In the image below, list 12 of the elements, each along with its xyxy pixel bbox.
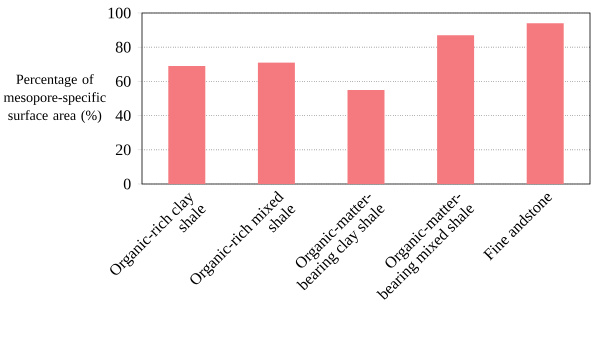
bar: [258, 62, 295, 184]
y-tick-label: 0: [124, 178, 131, 190]
y-tick-label: 60: [116, 76, 131, 87]
y-tick-label: 20: [116, 144, 131, 156]
y-tick-label: 80: [116, 42, 131, 53]
bar: [348, 90, 384, 184]
y-axis-title: Percentage of mesopore-specific surface area (%): [4, 74, 106, 123]
y-tick-label: 100: [108, 8, 131, 18]
bar: [437, 35, 474, 184]
bar: [168, 66, 206, 184]
bar: [526, 23, 564, 184]
y-tick-label: 40: [116, 110, 131, 121]
